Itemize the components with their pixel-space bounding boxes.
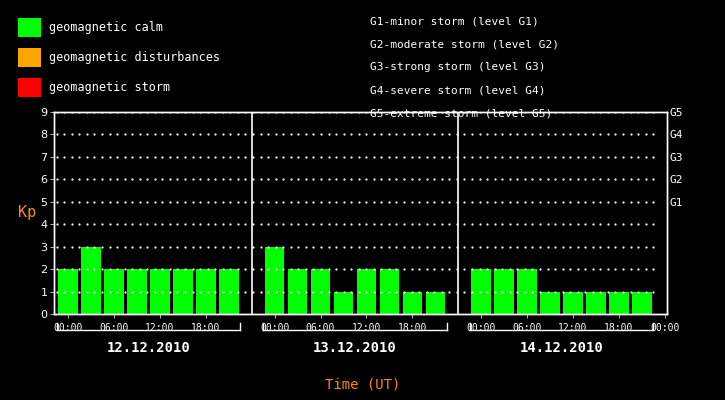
Bar bbox=[265, 247, 284, 314]
Text: Time (UT): Time (UT) bbox=[325, 378, 400, 392]
Bar bbox=[59, 269, 78, 314]
Text: G2-moderate storm (level G2): G2-moderate storm (level G2) bbox=[370, 39, 559, 49]
Bar bbox=[150, 269, 170, 314]
Bar bbox=[609, 292, 629, 314]
Bar bbox=[219, 269, 239, 314]
Bar bbox=[632, 292, 652, 314]
Bar bbox=[563, 292, 583, 314]
Text: G4-severe storm (level G4): G4-severe storm (level G4) bbox=[370, 86, 545, 96]
Bar bbox=[586, 292, 605, 314]
Bar bbox=[334, 292, 353, 314]
Bar bbox=[471, 269, 491, 314]
Bar bbox=[426, 292, 445, 314]
Bar bbox=[104, 269, 124, 314]
Bar bbox=[517, 269, 536, 314]
Text: geomagnetic disturbances: geomagnetic disturbances bbox=[49, 51, 220, 64]
Bar bbox=[173, 269, 193, 314]
Bar bbox=[288, 269, 307, 314]
Text: G1-minor storm (level G1): G1-minor storm (level G1) bbox=[370, 16, 539, 26]
Bar bbox=[540, 292, 560, 314]
Bar bbox=[196, 269, 215, 314]
Text: 12.12.2010: 12.12.2010 bbox=[107, 341, 191, 355]
Bar bbox=[380, 269, 399, 314]
Bar bbox=[127, 269, 146, 314]
Bar bbox=[494, 269, 514, 314]
Text: geomagnetic storm: geomagnetic storm bbox=[49, 81, 170, 94]
Bar bbox=[357, 269, 376, 314]
Text: Kp: Kp bbox=[17, 206, 36, 220]
Text: geomagnetic calm: geomagnetic calm bbox=[49, 21, 162, 34]
Text: 13.12.2010: 13.12.2010 bbox=[313, 341, 397, 355]
Bar bbox=[311, 269, 331, 314]
Text: 14.12.2010: 14.12.2010 bbox=[520, 341, 603, 355]
Bar bbox=[81, 247, 101, 314]
Text: G3-strong storm (level G3): G3-strong storm (level G3) bbox=[370, 62, 545, 72]
Bar bbox=[402, 292, 422, 314]
Text: G5-extreme storm (level G5): G5-extreme storm (level G5) bbox=[370, 109, 552, 119]
